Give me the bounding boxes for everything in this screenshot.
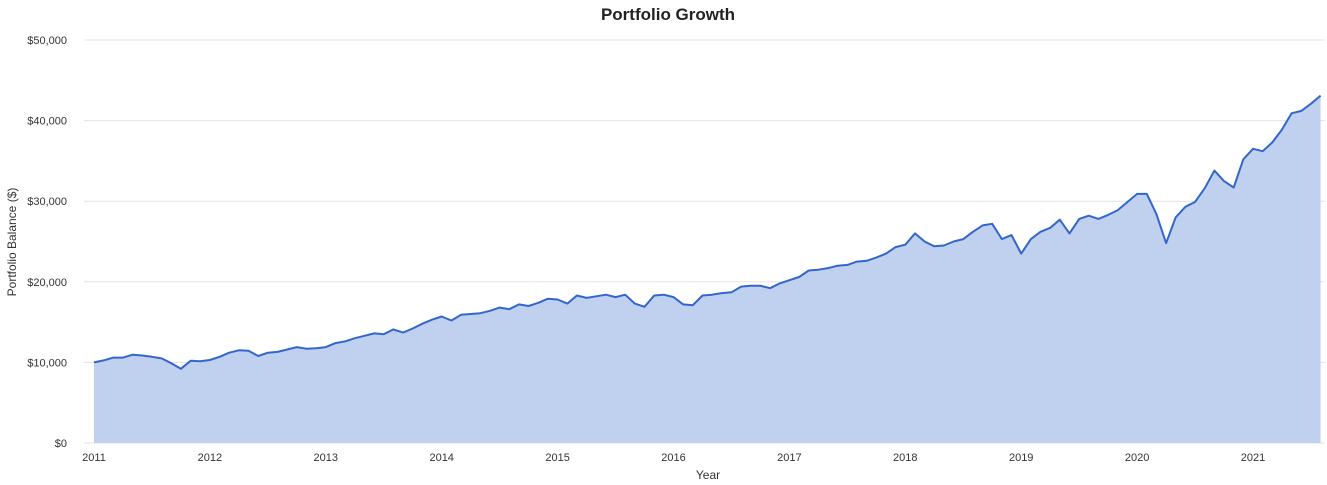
y-tick-label: $0 (55, 438, 67, 450)
y-axis-ticks: $0 $10,000 $20,000 $30,000 $40,000 $50,000 (27, 35, 67, 450)
x-tick-label: 2017 (777, 452, 801, 464)
x-axis-label: Year (696, 468, 720, 480)
x-tick-label: 2020 (1125, 452, 1149, 464)
y-tick-label: $30,000 (27, 196, 67, 208)
y-tick-label: $50,000 (27, 35, 67, 47)
series-line (93, 94, 1322, 370)
area-layer (93, 94, 1322, 443)
y-axis-label: Portfolio Balance ($) (5, 188, 19, 297)
x-tick-label: 2018 (893, 452, 917, 464)
x-tick-label: 2014 (429, 452, 453, 464)
x-tick-label: 2019 (1009, 452, 1033, 464)
series-area-fill (94, 95, 1321, 443)
x-tick-label: 2011 (82, 452, 106, 464)
x-tick-label: 2012 (198, 452, 222, 464)
x-tick-label: 2015 (545, 452, 569, 464)
y-tick-label: $40,000 (27, 116, 67, 128)
x-tick-label: 2016 (661, 452, 685, 464)
y-tick-label: $10,000 (27, 357, 67, 369)
x-axis-ticks: 2011 2012 2013 2014 2015 2016 2017 2018 2019 2020… (82, 452, 1265, 464)
x-tick-label: 2021 (1241, 452, 1265, 464)
y-tick-label: $20,000 (27, 277, 67, 289)
chart-title: Portfolio Growth (601, 5, 735, 24)
x-tick-label: 2013 (314, 452, 338, 464)
